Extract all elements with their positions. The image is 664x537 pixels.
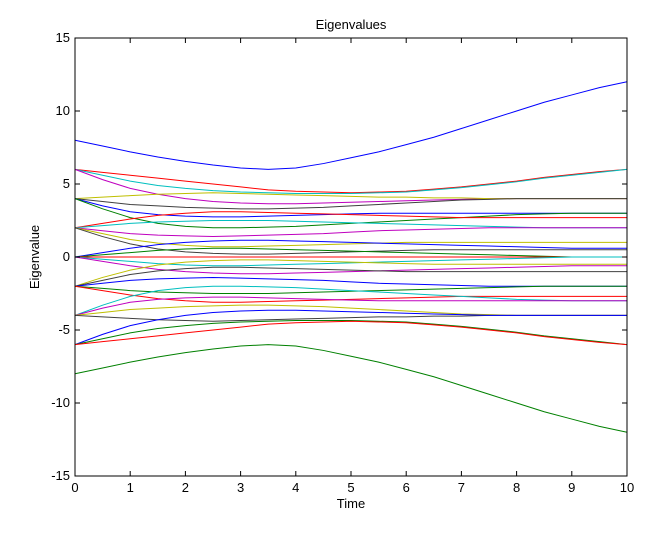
chart-title: Eigenvalues <box>316 17 387 32</box>
y-tick-label: 0 <box>63 249 70 264</box>
series-line-29 <box>74 309 627 346</box>
x-tick-label: 8 <box>513 480 520 495</box>
x-tick-label: 0 <box>71 480 78 495</box>
x-tick-label: 1 <box>127 480 134 495</box>
y-tick-label: -10 <box>51 395 70 410</box>
y-tick-label: 5 <box>63 176 70 191</box>
series-line-30 <box>74 320 628 346</box>
series-line-25 <box>74 285 627 316</box>
series-line-9 <box>74 198 627 229</box>
series-line-3 <box>74 168 628 194</box>
x-tick-label: 9 <box>568 480 575 495</box>
y-axis-label: Eigenvalue <box>27 225 42 289</box>
y-tick-label: -15 <box>51 468 70 483</box>
y-tick-label: 10 <box>56 103 70 118</box>
series-line-31 <box>74 320 628 346</box>
series-layer <box>74 81 628 433</box>
series-line-15 <box>74 239 627 258</box>
y-tick-label: 15 <box>56 30 70 45</box>
series-line-4 <box>74 168 628 194</box>
series-line-7 <box>74 198 627 210</box>
series-line-10 <box>74 211 627 229</box>
series-line-21 <box>74 266 627 287</box>
x-tick-label: 2 <box>182 480 189 495</box>
x-tick-label: 5 <box>347 480 354 495</box>
series-line-2 <box>74 344 628 433</box>
series-line-26 <box>74 296 627 316</box>
x-tick-label: 6 <box>403 480 410 495</box>
series-line-20 <box>74 259 627 287</box>
series-line-23 <box>74 285 627 294</box>
x-tick-label: 4 <box>292 480 299 495</box>
x-axis-label: Time <box>337 496 365 511</box>
series-line-16 <box>74 247 627 258</box>
ticks-layer: 0 1 2 3 4 5 6 7 8 9 10 -15 -10 -5 0 5 10 15 <box>51 30 634 495</box>
x-tick-label: 3 <box>237 480 244 495</box>
y-tick-label: -5 <box>58 322 70 337</box>
series-line-12 <box>74 227 627 238</box>
series-line-1 <box>74 81 628 170</box>
plot-area-frame <box>74 37 628 477</box>
x-tick-label: 7 <box>458 480 465 495</box>
x-tick-label: 10 <box>620 480 634 495</box>
